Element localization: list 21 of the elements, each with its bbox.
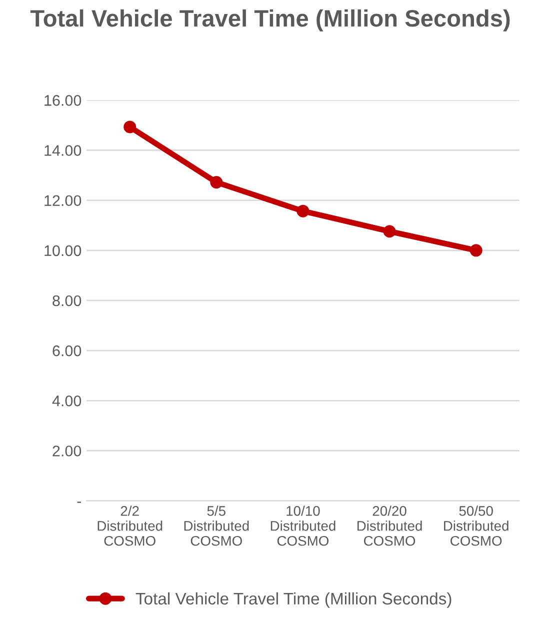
y-tick-label: 12.00 [44,195,82,206]
point [470,244,482,257]
y-tick-label: 8.00 [52,295,82,306]
x-tick-label: 5/5 Distributed COSMO [184,506,249,546]
y-tick-label: 2.00 [52,446,82,456]
x-tick-label: 10/10 Distributed COSMO [270,506,336,546]
point [210,176,223,189]
y-tick-label: 16.00 [44,95,82,106]
x-tick-label: 50/50 Distributed COSMO [444,506,508,546]
y-tick-label: 14.00 [44,145,82,156]
y-tick-label: 6.00 [52,345,82,356]
point [296,204,310,218]
y-tick-label: - [77,502,82,503]
chart-title: Total Vehicle Travel Time (Million Seconds) [30,9,510,32]
y-tick-label: 4.00 [52,396,82,406]
point [124,120,136,134]
y-tick-label: 10.00 [44,245,82,256]
x-tick-label: 2/2 Distributed COSMO [98,506,162,546]
legend-label: Total Vehicle Travel Time (Million Seconds) [136,592,452,608]
point [383,225,396,238]
x-tick-label: 20/20 Distributed COSMO [357,506,422,546]
